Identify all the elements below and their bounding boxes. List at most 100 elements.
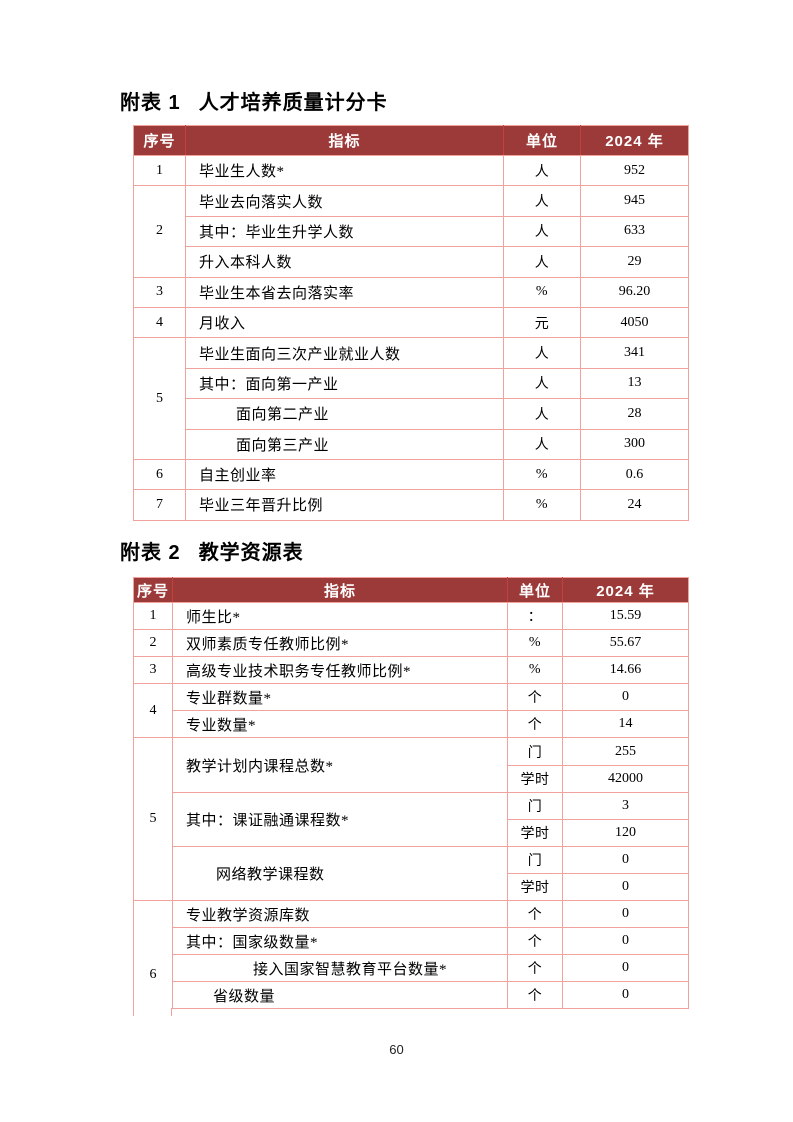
value-cell: 0 <box>562 872 689 902</box>
table-row: 升入本科人数 人 29 <box>134 246 689 278</box>
indicator-cell: 毕业生面向三次产业就业人数 <box>185 337 504 369</box>
value-cell: 42000 <box>562 764 689 793</box>
table-row: 4 专业群数量* 个 0 <box>133 683 689 739</box>
table-row: 3 毕业生本省去向落实率 % 96.20 <box>133 276 689 308</box>
teaching-resources-table: 序号 指标 单位 2024 年 1 师生比* ： 15.59 2 双师素质专任教… <box>133 577 689 1010</box>
unit-cell: 门 <box>507 737 563 766</box>
appendix-table-1-title: 附表 1 人才培养质量计分卡 <box>120 91 388 115</box>
table-title-label: 附表 2 <box>120 542 181 564</box>
seq-cell: 6 <box>133 458 186 491</box>
value-cell: 14.66 <box>562 656 689 685</box>
value-cell: 96.20 <box>580 276 689 308</box>
indicator-cell: 毕业去向落实人数 <box>185 185 504 217</box>
unit-cell: 人 <box>503 246 581 278</box>
unit-cell: 人 <box>503 428 581 460</box>
unit-cell: 学时 <box>507 818 563 847</box>
seq-cell: 2 <box>133 629 173 658</box>
indicator-cell: 专业教学资源库数 <box>172 900 508 929</box>
value-cell: 14 <box>562 710 689 739</box>
value-cell: 0 <box>562 845 689 874</box>
indicator-cell: 双师素质专任教师比例* <box>172 629 508 658</box>
seq-cell: 6 <box>133 900 173 1009</box>
value-cell: 0.6 <box>580 458 689 491</box>
value-cell: 55.67 <box>562 629 689 658</box>
indicator-cell: 自主创业率 <box>185 458 504 491</box>
seq-cell: 7 <box>133 489 186 521</box>
seq-cell: 4 <box>133 306 186 339</box>
value-cell: 29 <box>580 246 689 278</box>
value-cell: 3 <box>562 791 689 820</box>
unit-cell: 个 <box>507 710 563 739</box>
value-cell: 0 <box>562 981 689 1010</box>
col-header-seq: 序号 <box>133 577 173 603</box>
indicator-cell: 接入国家智慧教育平台数量* <box>172 954 508 983</box>
seq-cell: 5 <box>133 737 173 902</box>
seq-cell: 2 <box>133 185 186 278</box>
unit-cell: % <box>503 458 581 491</box>
unit-cell: % <box>507 629 563 658</box>
unit-cell: 个 <box>507 900 563 929</box>
unit-cell: % <box>503 489 581 521</box>
indicator-cell: 毕业生人数* <box>185 154 504 187</box>
col-header-year: 2024 年 <box>580 125 689 156</box>
table-row: 5 毕业生面向三次产业就业人数 人 341 <box>133 337 689 460</box>
unit-cell: 个 <box>507 683 563 712</box>
indicator-cell: 省级数量 <box>172 981 508 1010</box>
indicator-cell: 高级专业技术职务专任教师比例* <box>172 656 508 685</box>
unit-cell: 个 <box>507 954 563 983</box>
unit-cell: 学时 <box>507 764 563 793</box>
table-row: 5 教学计划内课程总数* 门 255 <box>133 737 689 902</box>
appendix-table-2-title: 附表 2 教学资源表 <box>120 541 304 565</box>
unit-cell: 个 <box>507 927 563 956</box>
table-row: 2 双师素质专任教师比例* % 55.67 <box>133 629 689 658</box>
indicator-cell: 其中：国家级数量* <box>172 927 508 956</box>
unit-cell: 人 <box>503 337 581 369</box>
unit-cell: ： <box>507 601 563 631</box>
table-row: 学时 120 <box>134 818 689 847</box>
indicator-cell: 其中：面向第一产业 <box>185 367 504 400</box>
value-cell: 952 <box>580 154 689 187</box>
value-cell: 120 <box>562 818 689 847</box>
col-header-indicator: 指标 <box>185 125 504 156</box>
table-row: 专业数量* 个 14 <box>134 710 689 739</box>
table-row: 1 毕业生人数* 人 952 <box>133 154 689 187</box>
table-title-label: 附表 1 <box>120 92 181 114</box>
value-cell: 300 <box>580 428 689 460</box>
value-cell: 0 <box>562 954 689 983</box>
unit-cell: 元 <box>503 306 581 339</box>
seq-cell: 1 <box>133 601 173 631</box>
unit-cell: 门 <box>507 845 563 874</box>
indicator-cell: 升入本科人数 <box>185 246 504 278</box>
table-header-row: 序号 指标 单位 2024 年 <box>133 577 689 603</box>
value-cell: 0 <box>562 900 689 929</box>
seq-cell: 3 <box>133 656 173 685</box>
indicator-cell: 其中：课证融通课程数* <box>172 791 508 847</box>
unit-cell: 个 <box>507 981 563 1010</box>
indicator-cell: 专业数量* <box>172 710 508 739</box>
table-row: 省级数量 个 0 <box>134 981 689 1010</box>
indicator-cell: 其中：毕业生升学人数 <box>185 215 504 248</box>
col-header-seq: 序号 <box>133 125 186 156</box>
table-title-text: 教学资源表 <box>198 542 304 564</box>
value-cell: 0 <box>562 927 689 956</box>
indicator-cell: 面向第二产业 <box>185 398 504 430</box>
unit-cell: 门 <box>507 791 563 820</box>
table-row: 学时 42000 <box>134 764 689 793</box>
indicator-cell: 网络教学课程数 <box>172 845 508 902</box>
table-row: 3 高级专业技术职务专任教师比例* % 14.66 <box>133 656 689 685</box>
page-number: 60 <box>389 1042 404 1057</box>
scorecard-table: 序号 指标 单位 2024 年 1 毕业生人数* 人 952 2 毕业去向落实人… <box>133 125 689 521</box>
value-cell: 13 <box>580 367 689 400</box>
table-row: 6 专业教学资源库数 个 0 <box>133 900 689 1009</box>
value-cell: 341 <box>580 337 689 369</box>
table-row: 其中：课证融通课程数* 门 3 <box>134 791 689 847</box>
table-row: 6 自主创业率 % 0.6 <box>133 458 689 491</box>
unit-cell: 人 <box>503 154 581 187</box>
indicator-cell: 毕业生本省去向落实率 <box>185 276 504 308</box>
table-row: 网络教学课程数 门 0 <box>134 845 689 902</box>
table-row: 其中：毕业生升学人数 人 633 <box>134 215 689 248</box>
table-continuation-mark <box>133 1008 172 1016</box>
seq-cell: 4 <box>133 683 173 739</box>
table-row: 4 月收入 元 4050 <box>133 306 689 339</box>
